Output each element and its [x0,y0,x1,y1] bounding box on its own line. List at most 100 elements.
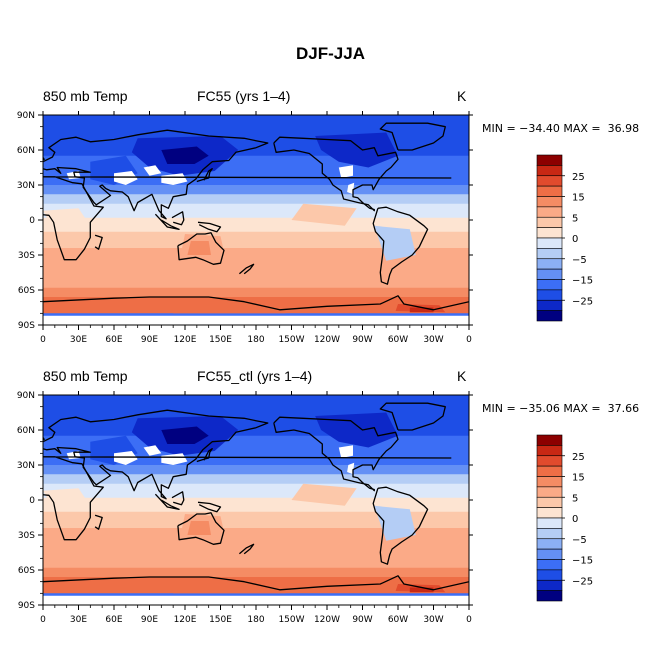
x-tick-label: 150E [209,335,232,345]
y-tick-label: 60S [18,286,35,296]
colorbar-segment [536,579,563,591]
missing-data-mask-2 [143,165,162,176]
colorbar-segment [536,476,563,488]
coastline-5 [372,206,429,285]
colorbar-segment [536,486,563,498]
x-tick-label: 0 [40,335,46,345]
x-tick-label: 90E [141,615,158,625]
temp-zone-6 [43,528,469,577]
colorbar-segment [536,528,563,540]
colorbar-segment [536,268,563,280]
y-tick-label: 0 [29,496,35,506]
temp-zone-17 [374,225,416,261]
y-tick-label: 90S [18,601,35,611]
colorbar-segment [536,310,563,322]
x-tick-label: 30W [423,335,443,345]
temp-zone-11 [161,426,209,444]
x-tick-label: 90W [352,615,372,625]
x-tick-label: 30E [70,615,87,625]
colorbar-segment [536,289,563,301]
y-tick-label: 30S [18,251,35,261]
coastline-4 [273,136,399,212]
x-tick-label: 180 [247,615,264,625]
figure-title: DJF-JJA [296,44,365,63]
colorbar-segment [536,569,563,581]
coastline-11 [238,263,255,275]
temp-zone-21 [173,586,286,594]
colorbar-segment [536,175,563,187]
x-tick-label: 150E [209,615,232,625]
colorbar-segment [536,455,563,467]
colorbar-segment [536,299,563,311]
map-panel-fc55: 850 mb Temp FC55 (yrs 1–4) K MIN = −34.4… [0,88,661,368]
temp-zone-20 [409,307,434,313]
x-tick-label: 60W [388,335,408,345]
coastline-5 [372,486,429,565]
colorbar-label: 15 [572,473,585,484]
missing-data-mask-1 [161,173,188,185]
x-tick-label: 120E [174,615,197,625]
units-label: K [457,88,467,104]
colorbar-segment [536,185,563,197]
temp-zone-20 [409,587,434,593]
field-title: 850 mb Temp [43,88,128,104]
temp-zone-8 [43,577,469,594]
missing-data-mask-0 [114,171,138,185]
map-plot-fc55-ctl: 0 30E 60E 90E 120E 150E 180 150W 120W 90W 60W 30W 09… [17,391,593,625]
colorbar-segment [536,538,563,550]
missing-data-mask-4 [338,445,353,458]
colorbar-segment [536,434,563,446]
y-tick-label: 30S [18,531,35,541]
temp-zone-16 [187,521,211,535]
x-tick-label: 0 [40,615,46,625]
colorbar-segment [536,279,563,291]
coastline-9 [197,501,222,513]
colorbar-segment [536,590,563,602]
temp-zone-21 [173,306,286,314]
temp-zone-14 [291,483,357,506]
x-tick-label: 60E [105,615,122,625]
colorbar-label: 25 [572,452,585,463]
map-field [43,115,469,325]
min-max-stats: MIN = −35.06 MAX = 37.66 [482,402,640,415]
coastline-2 [43,409,269,500]
colorbar-label: 15 [572,193,585,204]
x-tick-label: 120E [174,335,197,345]
colorbar-label: −15 [572,276,593,287]
colorbar-label: −5 [572,535,587,546]
case-title: FC55 (yrs 1–4) [197,88,291,104]
temp-zone-4 [43,217,469,237]
colorbar-label: 25 [572,172,585,183]
coastline-7 [154,493,180,510]
temp-zone-8 [43,297,469,314]
y-tick-label: 90N [17,391,35,401]
coastline-8 [171,491,185,506]
coastline-2 [43,129,269,220]
colorbar-segment [536,517,563,529]
colorbar-segment [536,165,563,177]
colorbar-segment [536,216,563,228]
colorbar-segment [536,507,563,519]
temp-zone-14 [291,203,357,226]
temp-zone-11 [161,146,209,164]
colorbar-label: −25 [572,576,593,587]
coastline-3 [177,512,225,545]
y-tick-label: 60S [18,566,35,576]
colorbar-label: −25 [572,296,593,307]
coastline-0 [43,456,452,541]
case-title: FC55_ctl (yrs 1–4) [197,368,313,384]
temp-zone-17 [374,505,416,541]
colorbar-segment [536,227,563,239]
x-tick-label: 90W [352,335,372,345]
x-tick-label: 120W [314,335,340,345]
coastline-6 [379,402,446,431]
missing-data-mask-1 [161,453,188,465]
missing-data-mask-4 [338,165,353,178]
x-tick-label: 150W [278,335,304,345]
coastline-8 [171,211,185,226]
colorbar-segment [536,496,563,508]
coastline-9 [197,221,222,233]
coastline-7 [154,213,180,230]
y-tick-label: 90S [18,321,35,331]
coastline-12 [94,514,103,530]
